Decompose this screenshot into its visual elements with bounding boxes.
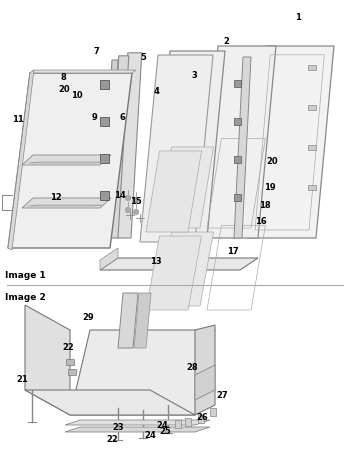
- Text: 22: 22: [106, 435, 118, 444]
- Text: 18: 18: [259, 202, 271, 211]
- Text: 24: 24: [144, 432, 156, 440]
- Text: 25: 25: [159, 428, 171, 437]
- Polygon shape: [185, 418, 191, 426]
- Polygon shape: [28, 205, 104, 206]
- Polygon shape: [65, 427, 210, 432]
- Text: 26: 26: [196, 414, 208, 423]
- Polygon shape: [70, 330, 215, 415]
- Text: 9: 9: [92, 114, 98, 122]
- Polygon shape: [198, 415, 204, 423]
- Polygon shape: [100, 80, 109, 89]
- Polygon shape: [308, 105, 316, 110]
- Text: 10: 10: [71, 92, 83, 101]
- Polygon shape: [100, 117, 109, 126]
- Polygon shape: [25, 390, 195, 415]
- Polygon shape: [117, 53, 142, 238]
- Text: 20: 20: [266, 158, 278, 167]
- Polygon shape: [108, 56, 129, 238]
- Text: 7: 7: [93, 48, 99, 57]
- Text: 14: 14: [114, 192, 126, 201]
- Circle shape: [133, 198, 139, 202]
- Text: 4: 4: [154, 87, 160, 96]
- Text: 24: 24: [156, 421, 168, 430]
- Polygon shape: [100, 154, 109, 163]
- Polygon shape: [308, 145, 316, 150]
- Polygon shape: [234, 118, 241, 125]
- Text: 11: 11: [12, 116, 24, 125]
- Polygon shape: [234, 80, 241, 87]
- Polygon shape: [22, 198, 111, 208]
- Polygon shape: [30, 70, 136, 73]
- Polygon shape: [195, 325, 215, 415]
- Text: 15: 15: [130, 198, 142, 207]
- Text: 17: 17: [227, 247, 239, 256]
- Polygon shape: [118, 293, 138, 348]
- Polygon shape: [200, 46, 276, 238]
- Text: 12: 12: [50, 193, 62, 202]
- Polygon shape: [100, 248, 118, 270]
- Polygon shape: [134, 293, 151, 348]
- Text: 8: 8: [60, 73, 66, 82]
- Polygon shape: [234, 57, 251, 238]
- Polygon shape: [152, 51, 225, 238]
- Polygon shape: [308, 185, 316, 190]
- Text: Image 2: Image 2: [5, 293, 46, 302]
- Text: 13: 13: [150, 257, 162, 266]
- Text: 27: 27: [216, 391, 228, 400]
- Polygon shape: [210, 408, 216, 416]
- Text: 2: 2: [223, 38, 229, 47]
- Polygon shape: [175, 420, 181, 428]
- Polygon shape: [234, 156, 241, 163]
- Polygon shape: [158, 232, 214, 306]
- Text: 16: 16: [255, 217, 267, 226]
- Polygon shape: [158, 147, 214, 228]
- Text: 1: 1: [295, 14, 301, 23]
- Circle shape: [126, 207, 131, 212]
- Polygon shape: [234, 194, 241, 201]
- Text: 21: 21: [16, 376, 28, 385]
- Polygon shape: [66, 359, 74, 365]
- Polygon shape: [8, 70, 34, 250]
- Polygon shape: [65, 420, 210, 425]
- Polygon shape: [308, 65, 316, 70]
- Polygon shape: [140, 55, 213, 242]
- Polygon shape: [146, 236, 202, 310]
- Text: 5: 5: [140, 53, 146, 63]
- Text: 28: 28: [186, 363, 198, 372]
- Polygon shape: [100, 258, 258, 270]
- Text: 19: 19: [264, 183, 276, 193]
- Polygon shape: [8, 73, 132, 248]
- Polygon shape: [22, 155, 111, 165]
- Circle shape: [126, 196, 131, 201]
- Text: 3: 3: [191, 72, 197, 81]
- Polygon shape: [28, 162, 104, 163]
- Text: 20: 20: [58, 86, 70, 95]
- Text: 23: 23: [112, 424, 124, 433]
- Polygon shape: [103, 60, 118, 238]
- Polygon shape: [195, 365, 215, 400]
- Polygon shape: [68, 369, 76, 375]
- Polygon shape: [146, 151, 202, 232]
- Text: 6: 6: [119, 114, 125, 122]
- Polygon shape: [25, 305, 70, 415]
- Text: Image 1: Image 1: [5, 271, 46, 280]
- Polygon shape: [248, 46, 334, 238]
- Circle shape: [133, 209, 139, 215]
- Text: 22: 22: [62, 343, 74, 352]
- Text: 29: 29: [82, 313, 94, 323]
- Polygon shape: [100, 191, 109, 200]
